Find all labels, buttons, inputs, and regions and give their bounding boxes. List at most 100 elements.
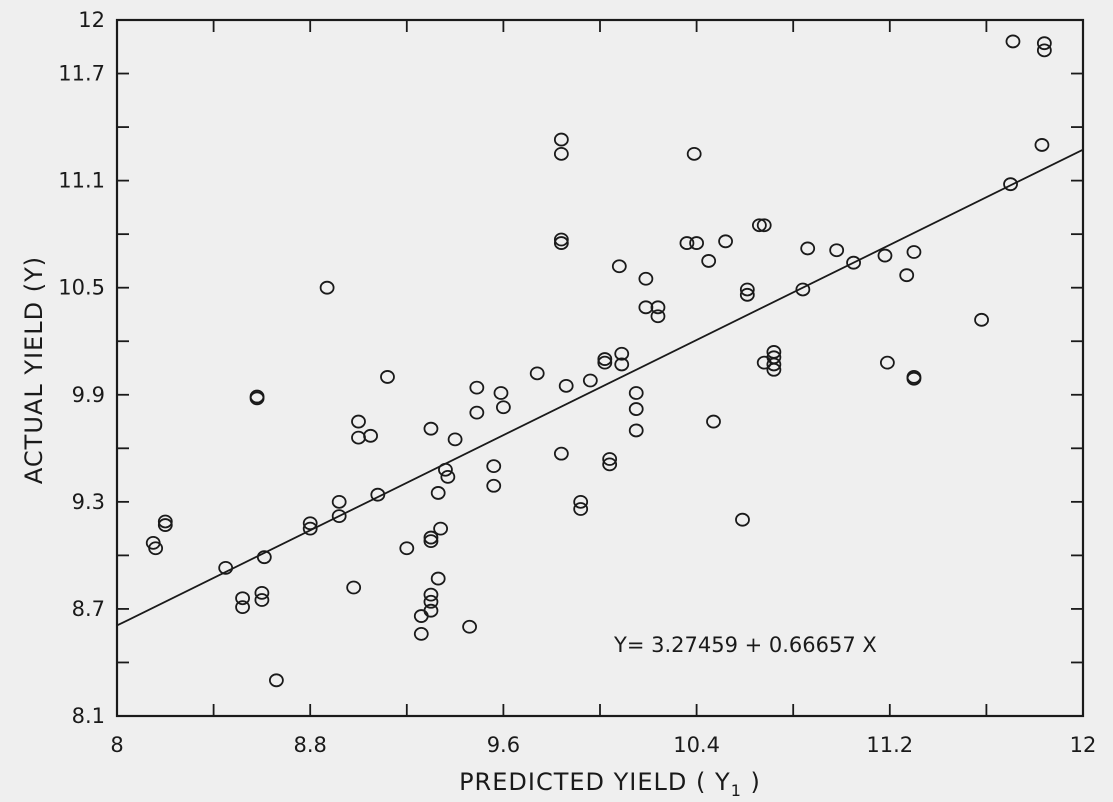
data-point xyxy=(686,146,702,161)
data-point xyxy=(766,357,782,372)
y-tick-label: 9.9 xyxy=(72,383,105,407)
x-tick-label: 9.6 xyxy=(487,733,520,757)
data-point xyxy=(638,300,654,315)
data-point xyxy=(1036,36,1052,51)
data-point xyxy=(1036,43,1052,58)
x-tick-label: 10.4 xyxy=(673,733,720,757)
data-point xyxy=(899,268,915,283)
data-point xyxy=(462,619,477,634)
x-tick-label: 11.2 xyxy=(866,733,913,757)
data-point xyxy=(413,627,429,641)
data-point xyxy=(553,446,569,461)
data-point xyxy=(628,402,644,416)
data-point xyxy=(438,462,453,477)
data-point xyxy=(1034,138,1050,152)
data-point xyxy=(302,516,318,531)
data-point xyxy=(756,218,772,233)
x-tick-label: 8 xyxy=(110,733,123,757)
data-point xyxy=(1005,34,1021,49)
data-point xyxy=(628,423,644,438)
regression-line-group xyxy=(116,148,1084,627)
data-point xyxy=(602,457,618,472)
data-point xyxy=(877,248,893,263)
data-point xyxy=(602,452,618,466)
data-point xyxy=(800,241,816,256)
data-point xyxy=(423,421,439,436)
data-point xyxy=(486,478,502,493)
data-point xyxy=(829,243,845,258)
data-point xyxy=(495,400,511,415)
data-point xyxy=(423,594,439,609)
data-point xyxy=(331,509,347,524)
data-point xyxy=(558,378,574,393)
plot-area xyxy=(115,18,1085,718)
regression-equation: Y= 3.27459 + 0.66657 X xyxy=(613,633,877,657)
axis-tick-labels: 8 8.8 9.6 10.4 11.2 12 8.1 8.7 9.3 9.9 10.5 11.1 11.… xyxy=(58,8,1096,757)
data-point xyxy=(766,362,782,377)
data-point xyxy=(974,312,989,327)
data-point xyxy=(1003,177,1018,192)
data-point xyxy=(638,271,654,286)
data-point xyxy=(249,391,265,406)
axis-ticks xyxy=(116,19,1084,717)
data-point xyxy=(423,587,439,602)
data-point xyxy=(739,282,755,297)
data-point xyxy=(751,218,767,233)
data-point xyxy=(235,591,250,606)
y-tick-label: 8.7 xyxy=(72,597,105,621)
data-point xyxy=(423,530,439,545)
data-point xyxy=(363,428,378,443)
y-tick-label: 11.7 xyxy=(58,62,105,86)
y-tick-label: 8.1 xyxy=(72,704,105,728)
data-point xyxy=(573,494,589,509)
data-point xyxy=(493,386,509,400)
data-point xyxy=(614,357,630,372)
data-point xyxy=(597,355,613,370)
data-point xyxy=(553,232,569,247)
data-point xyxy=(650,309,666,324)
data-point xyxy=(614,346,630,361)
data-point xyxy=(423,603,439,618)
data-point xyxy=(235,600,250,615)
data-point xyxy=(256,550,272,565)
data-point xyxy=(795,282,811,297)
data-point xyxy=(718,234,733,249)
data-point xyxy=(268,673,284,688)
data-point xyxy=(650,300,666,315)
data-point xyxy=(573,502,589,516)
y-tick-label: 10.5 xyxy=(58,276,105,300)
data-point xyxy=(430,486,446,500)
y-tick-label: 9.3 xyxy=(72,490,105,514)
data-point xyxy=(597,352,613,366)
data-point xyxy=(679,236,695,250)
data-point xyxy=(553,236,569,250)
data-point xyxy=(879,355,895,370)
data-points xyxy=(145,34,1052,688)
data-point xyxy=(148,541,164,556)
data-point xyxy=(380,370,395,384)
data-point xyxy=(701,254,717,268)
data-point xyxy=(469,380,485,395)
data-point xyxy=(906,245,922,259)
data-point xyxy=(447,432,463,447)
data-point xyxy=(735,512,750,527)
data-point xyxy=(430,571,446,586)
data-point xyxy=(423,534,439,549)
data-point xyxy=(906,371,922,386)
data-point xyxy=(157,518,173,532)
data-point xyxy=(469,405,485,420)
data-point xyxy=(529,366,545,381)
data-point xyxy=(254,593,270,607)
x-axis-title: PREDICTED YIELD ( Y1 ) xyxy=(459,768,761,800)
data-point xyxy=(706,414,721,429)
data-point xyxy=(846,255,861,270)
plot-border xyxy=(115,18,1085,718)
data-point xyxy=(254,585,270,600)
y-tick-label: 11.1 xyxy=(58,169,105,193)
data-point xyxy=(739,287,755,302)
data-point xyxy=(433,521,449,536)
regression-line xyxy=(116,148,1084,627)
data-point xyxy=(611,259,627,274)
data-point xyxy=(628,386,644,400)
